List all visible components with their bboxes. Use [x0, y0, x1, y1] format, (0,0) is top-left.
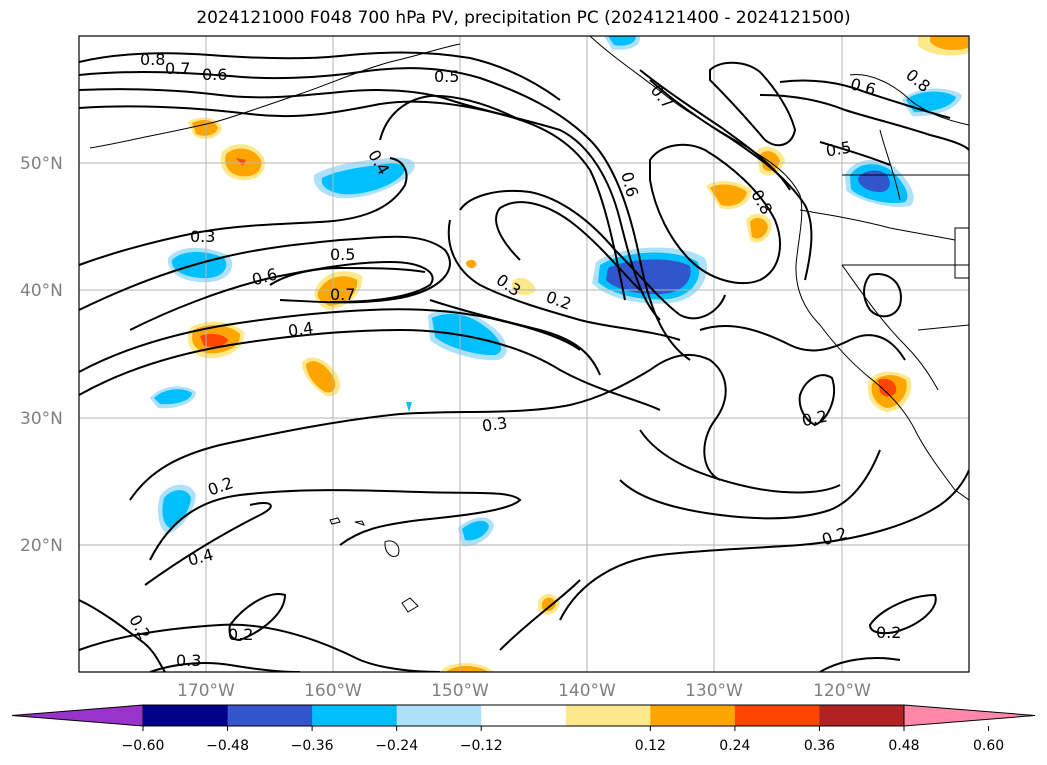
colorbar-tick-label: 0.48	[888, 738, 919, 754]
contour-label: 0.7	[165, 59, 190, 78]
lat-label: 40°N	[20, 281, 63, 301]
contour-label: 0.6	[250, 264, 280, 289]
colorbar-tick-label: 0.36	[804, 738, 835, 754]
contour-label: 0.3	[493, 270, 525, 300]
contour-label: 0.6	[202, 65, 227, 84]
precip-negative	[150, 36, 962, 547]
contour-label: 0.3	[176, 651, 201, 670]
colorbar-bin	[650, 705, 736, 726]
map-frame	[78, 35, 970, 673]
contour-label: 0.5	[330, 245, 355, 264]
colorbar-bin	[396, 705, 482, 726]
colorbar-tick-label: 0.60	[973, 738, 1004, 754]
colorbar-bin	[734, 705, 820, 726]
coastlines	[89, 36, 969, 613]
colorbar-frame	[142, 704, 905, 727]
colorbar-tick-label: −0.24	[375, 738, 418, 754]
colorbar-bin	[481, 705, 567, 726]
contour-label: 0.6	[848, 74, 878, 99]
contour-label: 0.6	[617, 170, 642, 200]
contour-label: 0.5	[434, 67, 459, 86]
colorbar-bin	[565, 705, 651, 726]
contour-label: 0.2	[228, 625, 253, 644]
colorbar-extend-max	[903, 704, 1036, 727]
precip-positive	[187, 36, 969, 672]
colorbar-bin	[819, 705, 905, 726]
colorbar-tick-label: −0.36	[291, 738, 334, 754]
map-title: 2024121000 F048 700 hPa PV, precipitatio…	[196, 8, 851, 28]
lat-label: 50°N	[20, 154, 63, 174]
contour-label: 0.2	[800, 406, 829, 430]
lon-label: 120°W	[813, 681, 871, 701]
colorbar-bin	[312, 705, 398, 726]
lat-label: 30°N	[20, 409, 63, 429]
lon-label: 140°W	[558, 681, 616, 701]
colorbar-tick-label: −0.60	[122, 738, 165, 754]
colorbar-extend-min	[11, 704, 144, 727]
contour-label: 0.5	[824, 137, 852, 160]
latitude-labels: 50°N 40°N 30°N 20°N	[20, 154, 63, 556]
lon-label: 170°W	[177, 681, 235, 701]
contour-labels: 0.8 0.7 0.6 0.5 0.4 0.3 0.6 0.5 0.7 0.4 …	[125, 50, 934, 670]
colorbar-tick-label: 0.24	[719, 738, 750, 754]
contour-label: 0.2	[125, 611, 154, 643]
contour-label: 0.3	[481, 413, 509, 435]
contour-label: 0.2	[876, 623, 901, 642]
lon-label: 130°W	[685, 681, 743, 701]
precip-shading	[150, 36, 969, 672]
colorbar-bin	[143, 705, 229, 726]
lon-label: 150°W	[431, 681, 489, 701]
colorbar: −0.60 −0.48 −0.36 −0.24 −0.12 0.12 0.24 0.36 0.4…	[11, 704, 1036, 754]
contour-label: 0.4	[287, 318, 315, 340]
contour-label: 0.3	[190, 227, 215, 246]
contour-label: 0.7	[647, 81, 678, 113]
lon-label: 160°W	[304, 681, 362, 701]
colorbar-tick-label: −0.12	[460, 738, 503, 754]
contour-label: 0.7	[330, 285, 355, 304]
colorbar-bin	[227, 705, 313, 726]
pv-contours	[79, 51, 969, 672]
contour-label: 0.8	[140, 50, 165, 69]
colorbar-tick-label: 0.12	[635, 738, 666, 754]
lat-label: 20°N	[20, 536, 63, 556]
longitude-labels: 170°W 160°W 150°W 140°W 130°W 120°W	[177, 681, 871, 701]
contour-label: 0.4	[186, 545, 216, 570]
colorbar-tick-label: −0.48	[206, 738, 249, 754]
